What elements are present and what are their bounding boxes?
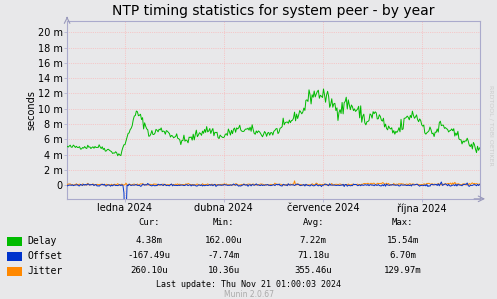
Text: 10.36u: 10.36u (208, 266, 240, 275)
Text: -7.74m: -7.74m (208, 251, 240, 260)
Text: 4.38m: 4.38m (136, 236, 163, 245)
Text: Jitter: Jitter (27, 266, 63, 276)
Text: 15.54m: 15.54m (387, 236, 418, 245)
Text: 260.10u: 260.10u (130, 266, 168, 275)
Text: Delay: Delay (27, 236, 57, 246)
Text: Cur:: Cur: (138, 218, 160, 227)
Text: Last update: Thu Nov 21 01:00:03 2024: Last update: Thu Nov 21 01:00:03 2024 (156, 280, 341, 289)
Text: 71.18u: 71.18u (297, 251, 329, 260)
Text: Offset: Offset (27, 251, 63, 261)
Text: Munin 2.0.67: Munin 2.0.67 (224, 290, 273, 299)
Text: Max:: Max: (392, 218, 414, 227)
Text: 162.00u: 162.00u (205, 236, 243, 245)
Text: 6.70m: 6.70m (389, 251, 416, 260)
Text: 7.22m: 7.22m (300, 236, 327, 245)
Text: RRDTOOL / TOBI OETIKER: RRDTOOL / TOBI OETIKER (489, 85, 494, 166)
Text: 129.97m: 129.97m (384, 266, 421, 275)
Text: Avg:: Avg: (302, 218, 324, 227)
Y-axis label: seconds: seconds (26, 90, 37, 130)
Title: NTP timing statistics for system peer - by year: NTP timing statistics for system peer - … (112, 4, 434, 18)
Text: Min:: Min: (213, 218, 235, 227)
Text: -167.49u: -167.49u (128, 251, 170, 260)
Text: 355.46u: 355.46u (294, 266, 332, 275)
